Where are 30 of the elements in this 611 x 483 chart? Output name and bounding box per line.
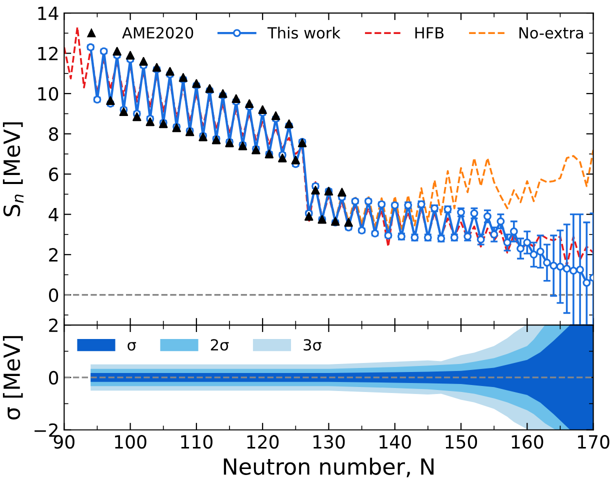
x-tick-label: 100 (115, 435, 146, 449)
y-tick-label: 6 (49, 168, 58, 182)
legend-label: σ (128, 342, 136, 351)
y-tick-label: 12 (38, 46, 58, 60)
x-tick-label: 170 (578, 435, 610, 449)
legend-label: HFB (415, 27, 444, 38)
legend-label: No-extra (519, 27, 583, 39)
y-tick-label: 2 (49, 248, 58, 262)
y-tick-label: 10 (38, 87, 58, 101)
legend-label: AME2020 (122, 27, 194, 39)
x-tick-label: 150 (446, 435, 478, 449)
legend-label: This work (267, 26, 340, 39)
y-tick-label: 8 (49, 127, 58, 141)
y-tick-label: 0 (48, 370, 58, 385)
y-tick-label: 14 (38, 6, 58, 20)
x-tick-label: 120 (247, 435, 279, 449)
y-axis-title: S$_{n}$ [MeV] (2, 122, 24, 216)
x-tick-label: 90 (54, 435, 74, 449)
legend-label: 2σ (210, 339, 229, 351)
legend-label: 3σ (304, 339, 322, 351)
y-tick-label: −2 (34, 423, 58, 437)
y-tick-label: 0 (48, 288, 58, 302)
x-tick-label: 110 (181, 435, 212, 449)
x-axis-title: Neutron number, N (224, 458, 434, 478)
y-axis-title: σ [MeV] (2, 336, 23, 420)
x-tick-label: 130 (313, 435, 345, 449)
y-tick-label: 4 (48, 208, 58, 222)
x-tick-label: 140 (380, 435, 411, 449)
y-tick-label: 2 (49, 318, 58, 332)
x-tick-label: 160 (512, 435, 544, 449)
